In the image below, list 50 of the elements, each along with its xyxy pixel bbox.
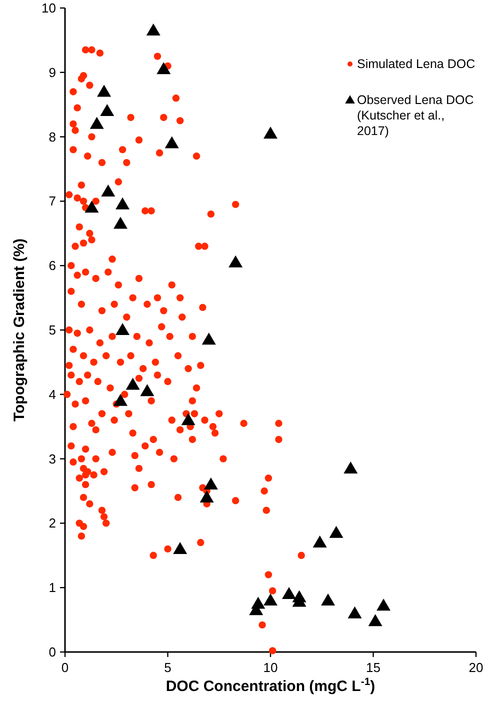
x-tick-label: 5 — [164, 660, 172, 675]
point — [344, 461, 358, 474]
point — [376, 598, 391, 611]
point — [329, 526, 344, 538]
point — [116, 323, 130, 335]
point — [264, 126, 278, 139]
point — [101, 184, 116, 197]
point — [312, 536, 327, 548]
y-tick-label: 0 — [48, 644, 56, 660]
point — [282, 587, 296, 600]
legend-label: Simulated Lena DOC — [357, 57, 476, 71]
point — [228, 255, 243, 268]
point — [181, 413, 196, 426]
y-tick-label: 2 — [48, 516, 56, 531]
point — [156, 62, 171, 74]
point — [113, 216, 128, 229]
x-axis-title: DOC Concentration (mgC L$^{-1}$) — [166, 676, 376, 695]
point — [202, 332, 216, 345]
y-tick-label: 9 — [48, 64, 56, 80]
point — [100, 104, 114, 116]
point — [140, 384, 154, 396]
point — [116, 197, 130, 210]
point — [204, 478, 218, 490]
point — [200, 490, 214, 502]
y-tick-label: 10 — [42, 0, 56, 16]
point — [164, 136, 179, 148]
y-tick-label: 7 — [48, 194, 56, 209]
point — [113, 394, 128, 406]
point — [146, 24, 160, 36]
legend-label: Observed Lena DOC (Kutscher et al., 2017) — [357, 93, 474, 138]
x-tick-label: 20 — [468, 660, 484, 675]
point — [321, 593, 336, 606]
point — [348, 606, 362, 618]
y-tick-label: 5 — [48, 322, 56, 338]
y-tick-label: 1 — [48, 580, 56, 596]
y-tick-label: 8 — [48, 129, 56, 144]
x-tick-label: 15 — [366, 660, 380, 675]
point — [264, 593, 278, 606]
point — [84, 200, 99, 213]
point — [126, 378, 140, 390]
point — [97, 84, 112, 97]
x-tick-label: 0 — [61, 660, 69, 675]
y-tick-label: 6 — [48, 258, 56, 274]
point — [368, 614, 382, 626]
y-axis-title: Topographic Gradient (%) — [11, 238, 28, 422]
y-tick-label: 3 — [48, 451, 56, 466]
x-tick-label: 10 — [263, 660, 278, 675]
y-tick-label: 4 — [48, 386, 56, 402]
point — [90, 116, 104, 129]
point — [173, 542, 188, 554]
